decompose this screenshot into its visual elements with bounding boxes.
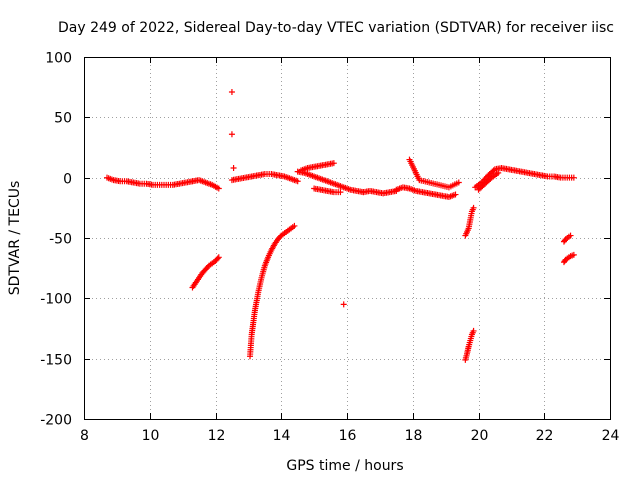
x-tick-label: 22 bbox=[536, 428, 554, 444]
data-point bbox=[470, 327, 477, 334]
series-arc-lower-15 bbox=[311, 185, 344, 196]
data-point bbox=[294, 178, 301, 185]
series-arc-low-19.7 bbox=[462, 327, 477, 363]
grid-lines bbox=[84, 57, 610, 419]
data-point bbox=[570, 251, 577, 258]
data-point bbox=[215, 254, 222, 261]
x-tick-label: 16 bbox=[339, 428, 357, 444]
series-arc-lower-22.7 bbox=[560, 232, 574, 245]
series-arc-main-20 bbox=[472, 165, 577, 191]
chart-title: Day 249 of 2022, Sidereal Day-to-day VTE… bbox=[58, 20, 614, 36]
data-point bbox=[567, 232, 574, 239]
series-arc-main-18 bbox=[393, 184, 459, 200]
y-tick-label: -100 bbox=[40, 292, 72, 308]
series-arc-drop-19.7 bbox=[462, 204, 477, 239]
x-tick-label: 12 bbox=[208, 428, 226, 444]
data-point bbox=[495, 169, 502, 176]
y-tick-label: 0 bbox=[63, 172, 72, 188]
data-point bbox=[228, 88, 235, 95]
series-arc-extra-18 bbox=[406, 156, 462, 191]
data-points bbox=[104, 88, 577, 363]
data-point bbox=[228, 131, 235, 138]
data-point bbox=[570, 174, 577, 181]
data-point bbox=[291, 222, 298, 229]
x-tick-label: 10 bbox=[142, 428, 160, 444]
data-point bbox=[230, 165, 237, 172]
series-arc-lowest-22.7 bbox=[560, 251, 577, 266]
data-point bbox=[452, 191, 459, 198]
data-point bbox=[337, 189, 344, 196]
x-tick-label: 20 bbox=[471, 428, 489, 444]
series-arc-main-1 bbox=[104, 174, 196, 188]
data-point bbox=[470, 204, 477, 211]
y-tick-label: -200 bbox=[40, 413, 72, 429]
y-tick-label: 100 bbox=[45, 51, 72, 67]
series-outlier-16 bbox=[340, 301, 347, 308]
y-tick-label: -50 bbox=[49, 232, 72, 248]
data-point bbox=[215, 185, 222, 192]
data-point bbox=[330, 160, 337, 167]
y-tick-label: -150 bbox=[40, 353, 72, 369]
x-tick-label: 14 bbox=[273, 428, 291, 444]
series-arc-spikes-12.5 bbox=[228, 88, 237, 172]
series-arc-mid-12.5 bbox=[228, 171, 301, 185]
data-point bbox=[340, 301, 347, 308]
series-arc-upper-20 bbox=[475, 169, 502, 193]
series-arc-early-11 bbox=[189, 177, 222, 192]
x-tick-label: 8 bbox=[80, 428, 89, 444]
series-arc-upper-15 bbox=[297, 160, 337, 174]
series-arc-rise-13 bbox=[247, 222, 298, 360]
axis-ticks: 8 10 12 14 16 18 20 22 24 -200 -150 -100 -50 0 50 100 bbox=[40, 51, 619, 445]
x-tick-label: 18 bbox=[405, 428, 423, 444]
data-point bbox=[214, 255, 221, 262]
data-point bbox=[455, 179, 462, 186]
y-tick-label: 50 bbox=[54, 111, 72, 127]
x-tick-label: 24 bbox=[602, 428, 620, 444]
y-axis-label: SDTVAR / TECUs bbox=[7, 181, 23, 296]
x-axis-label: GPS time / hours bbox=[286, 458, 403, 474]
series-arc-main-17 bbox=[360, 187, 400, 197]
series-arc-lower-11 bbox=[189, 254, 222, 291]
